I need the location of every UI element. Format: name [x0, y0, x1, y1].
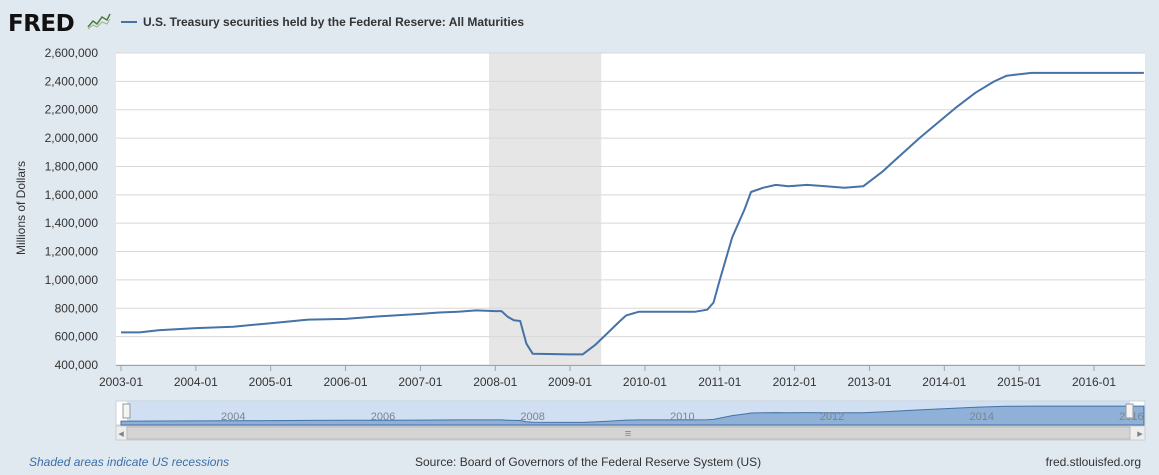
range-handle-icon[interactable] — [1125, 403, 1134, 419]
x-tick-label: 2011-01 — [698, 375, 741, 389]
gridlines — [116, 52, 1145, 366]
legend-line-swatch — [121, 21, 137, 23]
y-tick-label: 1,400,000 — [45, 216, 99, 230]
x-tick-label: 2005-01 — [249, 375, 293, 389]
x-tick-label: 2013-01 — [847, 375, 891, 389]
x-tick-label: 2008-01 — [473, 375, 517, 389]
chart-legend[interactable]: U.S. Treasury securities held by the Fed… — [121, 15, 524, 29]
x-tick-label: 2015-01 — [997, 375, 1041, 389]
x-tick-label: 2012-01 — [773, 375, 817, 389]
y-tick-label: 2,600,000 — [45, 46, 99, 60]
y-tick-label: 1,600,000 — [45, 188, 99, 202]
y-axis: 400,000 600,000 800,000 1,000,000 1,200,000 1… — [45, 46, 99, 372]
navigator-year-label: 2006 — [371, 411, 395, 423]
fred-graph-icon — [87, 13, 111, 30]
range-handle-icon[interactable] — [122, 403, 131, 419]
x-tick-label: 2016-01 — [1072, 375, 1116, 389]
chart-header: FRED U.S. Treasury securities held by th… — [0, 0, 1159, 44]
plot-area-background — [116, 53, 1145, 365]
x-tick-label: 2014-01 — [922, 375, 966, 389]
range-navigator[interactable]: 2004200620082010201220142016 ◂ ▸ ≡ — [115, 400, 1146, 441]
scroll-right-arrow-icon[interactable]: ▸ — [1137, 428, 1143, 440]
navigator-year-label: 2008 — [520, 411, 544, 423]
series-line[interactable] — [121, 71, 1144, 356]
fred-logo[interactable]: FRED — [8, 11, 75, 37]
y-tick-label: 2,000,000 — [45, 131, 99, 145]
y-axis-title: Millions of Dollars — [14, 161, 28, 255]
x-tick-label: 2004-01 — [174, 375, 218, 389]
y-tick-label: 800,000 — [55, 301, 99, 315]
line-chart[interactable]: 400,000 600,000 800,000 1,000,000 1,200,000 1… — [0, 0, 1159, 452]
navigator-series-area — [120, 405, 1145, 426]
recession-shading-layer — [488, 53, 602, 365]
source-note: Source: Board of Governors of the Federa… — [415, 455, 762, 469]
y-tick-label: 1,200,000 — [45, 245, 99, 259]
scroll-grip-icon[interactable]: ≡ — [625, 428, 631, 440]
x-tick-label: 2007-01 — [398, 375, 442, 389]
x-tick-label: 2010-01 — [623, 375, 667, 389]
recession-note-link[interactable]: Shaded areas indicate US recessions — [29, 455, 230, 469]
navigator-scrollbar-thumb[interactable] — [126, 426, 1131, 440]
navigator-year-label: 2004 — [221, 411, 245, 423]
y-tick-label: 1,800,000 — [45, 159, 99, 173]
y-tick-label: 400,000 — [55, 358, 99, 372]
y-tick-label: 600,000 — [55, 330, 99, 344]
x-tick-label: 2009-01 — [548, 375, 592, 389]
x-tick-label: 2003-01 — [99, 375, 143, 389]
y-tick-label: 1,000,000 — [45, 273, 99, 287]
x-tick-label: 2006-01 — [324, 375, 368, 389]
legend-series-label: U.S. Treasury securities held by the Fed… — [143, 15, 525, 29]
series-layer — [121, 71, 1144, 356]
y-tick-label: 2,200,000 — [45, 103, 99, 117]
scroll-left-arrow-icon[interactable]: ◂ — [118, 428, 124, 440]
navigator-year-label: 2010 — [670, 411, 694, 423]
navigator-year-label: 2012 — [820, 411, 844, 423]
site-link[interactable]: fred.stlouisfed.org — [1045, 455, 1141, 469]
navigator-year-label: 2014 — [969, 411, 993, 423]
x-axis: 2003-01 2004-01 2005-01 2006-01 2007-01 2008-… — [99, 365, 1145, 389]
recession-band — [488, 53, 602, 365]
navigator-year-labels: 2004200620082010201220142016 — [221, 411, 1144, 423]
y-tick-label: 2,400,000 — [45, 74, 99, 88]
